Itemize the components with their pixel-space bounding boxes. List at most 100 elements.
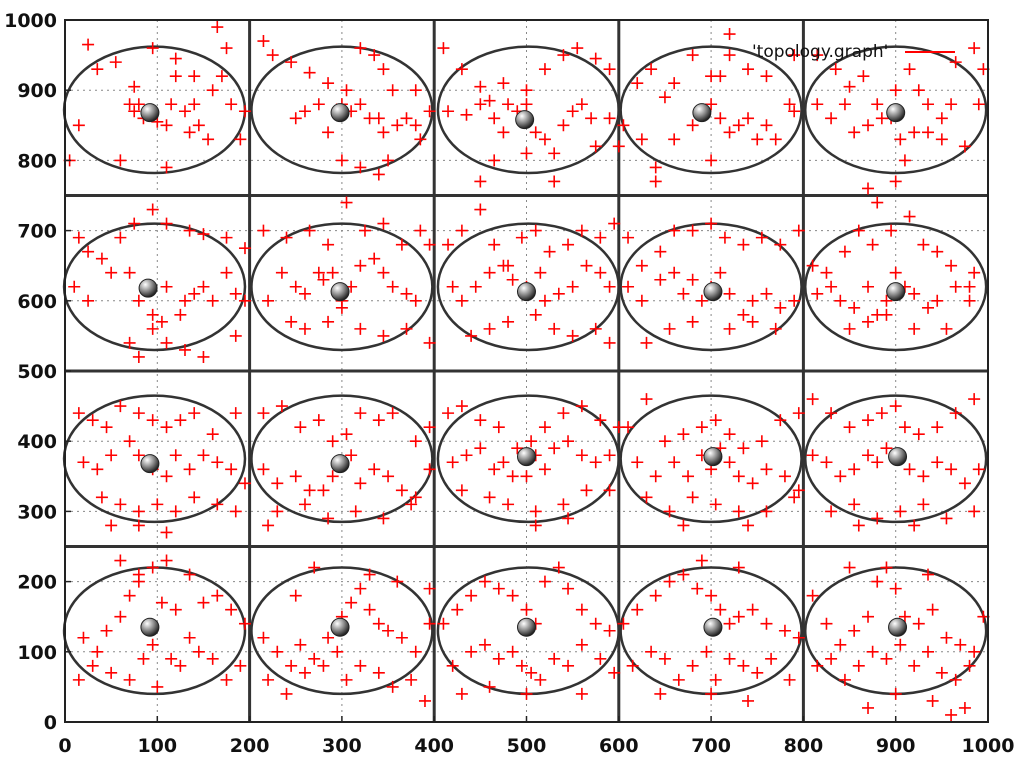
- data-point: [123, 589, 136, 602]
- data-point: [958, 140, 971, 153]
- data-point: [409, 294, 422, 307]
- data-point: [705, 98, 718, 111]
- data-point: [548, 652, 561, 665]
- data-point: [686, 491, 699, 504]
- data-point: [234, 659, 247, 672]
- data-point: [322, 315, 335, 328]
- data-point: [317, 659, 330, 672]
- data-point: [705, 154, 718, 167]
- x-tick-label: 900: [876, 735, 916, 757]
- data-point: [372, 112, 385, 125]
- cluster-head: [888, 617, 908, 637]
- cluster-region: [803, 222, 988, 352]
- data-point: [202, 133, 215, 146]
- data-point: [548, 147, 561, 160]
- data-point: [455, 224, 468, 237]
- data-point: [862, 315, 875, 328]
- data-point: [312, 414, 325, 427]
- data-point: [714, 266, 727, 279]
- cluster-head: [330, 103, 350, 123]
- cluster-region: [803, 394, 988, 524]
- data-point: [589, 140, 602, 153]
- data-point: [968, 393, 981, 406]
- x-tick-label: 800: [784, 735, 824, 757]
- data-point: [663, 505, 676, 518]
- data-point: [838, 98, 851, 111]
- data-point: [354, 161, 367, 174]
- data-point: [783, 673, 796, 686]
- data-point: [114, 610, 127, 623]
- data-point: [755, 231, 768, 244]
- data-point: [894, 133, 907, 146]
- data-point: [289, 280, 302, 293]
- data-point: [963, 659, 976, 672]
- data-point: [543, 245, 556, 258]
- data-point: [478, 638, 491, 651]
- data-point: [843, 322, 856, 335]
- cell-boundaries: [65, 20, 988, 722]
- data-point: [769, 322, 782, 335]
- data-point: [197, 350, 210, 363]
- data-point: [100, 421, 113, 434]
- data-point: [322, 238, 335, 251]
- data-point: [562, 659, 575, 672]
- data-point: [123, 673, 136, 686]
- data-point: [635, 133, 648, 146]
- data-point: [792, 407, 805, 420]
- data-point: [68, 280, 81, 293]
- data-point: [105, 519, 118, 532]
- data-point: [322, 631, 335, 644]
- data-point: [968, 266, 981, 279]
- data-point: [742, 519, 755, 532]
- data-point: [603, 449, 616, 462]
- data-point: [354, 322, 367, 335]
- data-point: [654, 687, 667, 700]
- data-point: [183, 631, 196, 644]
- x-axis-ticks: 0 100 200 300 400 500 600 700 800 900 1000: [58, 716, 1014, 757]
- data-point: [520, 84, 533, 97]
- data-point: [972, 98, 985, 111]
- data-point: [386, 280, 399, 293]
- data-point: [575, 400, 588, 413]
- data-point: [709, 498, 722, 511]
- data-point: [474, 98, 487, 111]
- data-point: [502, 98, 515, 111]
- data-point: [760, 463, 773, 476]
- data-point: [778, 624, 791, 637]
- data-point: [668, 224, 681, 237]
- data-point: [575, 638, 588, 651]
- data-point: [940, 512, 953, 525]
- data-point: [322, 512, 335, 525]
- data-point: [169, 505, 182, 518]
- data-point: [848, 498, 861, 511]
- data-point: [132, 294, 145, 307]
- data-point: [640, 491, 653, 504]
- data-point: [303, 224, 316, 237]
- data-point: [889, 84, 902, 97]
- data-point: [275, 266, 288, 279]
- data-point: [488, 238, 501, 251]
- data-point: [949, 280, 962, 293]
- data-point: [594, 266, 607, 279]
- data-point: [257, 407, 270, 420]
- x-tick-label: 700: [691, 735, 731, 757]
- data-point: [622, 280, 635, 293]
- data-point: [594, 652, 607, 665]
- data-point: [188, 287, 201, 300]
- data-point: [146, 42, 159, 55]
- data-point: [160, 161, 173, 174]
- data-point: [552, 561, 565, 574]
- data-point: [86, 414, 99, 427]
- data-point: [686, 49, 699, 62]
- cluster-region: [619, 45, 803, 175]
- data-point: [128, 217, 141, 230]
- cluster-head: [517, 282, 536, 302]
- cluster-region: [436, 394, 621, 524]
- data-point: [423, 463, 436, 476]
- data-point: [843, 561, 856, 574]
- data-point: [289, 589, 302, 602]
- data-point: [377, 329, 390, 342]
- data-point: [862, 414, 875, 427]
- data-point: [123, 266, 136, 279]
- data-point: [82, 294, 95, 307]
